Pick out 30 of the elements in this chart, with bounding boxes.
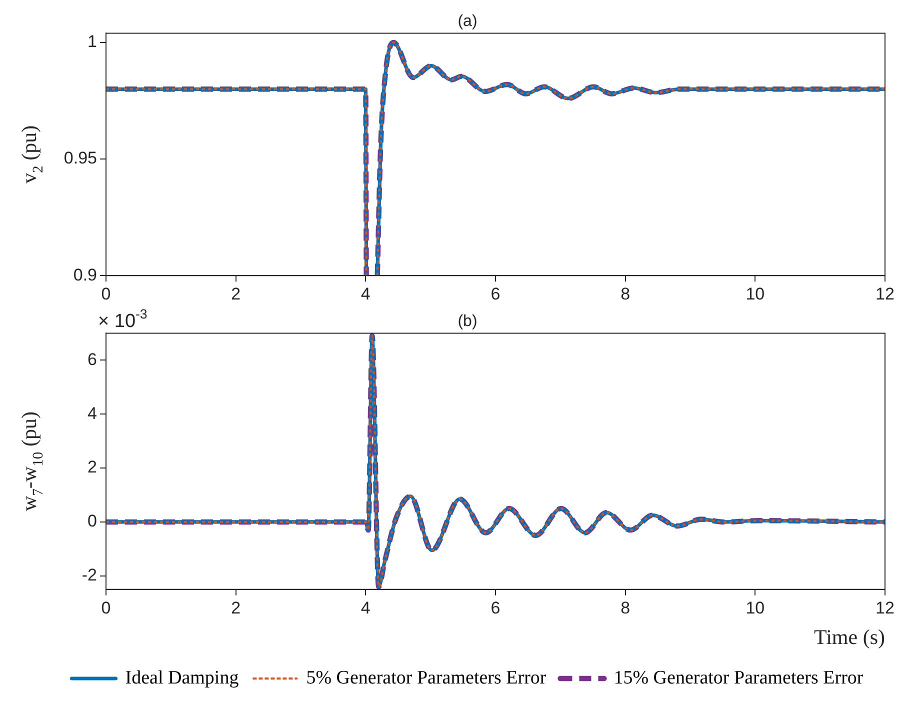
y-tick-label: 0 [88, 512, 97, 531]
x-tick-label: 12 [876, 598, 894, 618]
legend-label: Ideal Damping [125, 667, 240, 688]
y-tick-label: 2 [88, 458, 97, 477]
x-tick-label: 4 [360, 598, 370, 618]
chart-title: (a) [458, 13, 478, 30]
x-tick-label: 2 [231, 284, 241, 304]
x-tick-label: 10 [746, 284, 765, 304]
legend-label: 15% Generator Parameters Error [614, 667, 864, 688]
x-tick-label: 8 [620, 598, 630, 618]
x-tick-label: 6 [490, 284, 500, 304]
x-tick-label: 10 [746, 598, 765, 618]
y-axis-title: v2 (pu) [17, 125, 46, 184]
legend-label: 5% Generator Parameters Error [306, 667, 547, 688]
y-tick-label: 6 [88, 350, 97, 369]
y-axis-title: w7-w10 (pu) [17, 411, 46, 512]
y-tick-label: 0.9 [73, 265, 97, 284]
x-tick-label: 6 [490, 598, 500, 618]
x-tick-label: 4 [360, 284, 370, 304]
x-tick-label: 12 [876, 284, 894, 304]
x-tick-label: 0 [101, 598, 111, 618]
y-tick-label: 0.95 [64, 148, 97, 168]
x-tick-label: 2 [231, 598, 241, 618]
x-tick-label: 0 [101, 284, 111, 304]
y-tick-label: 4 [88, 404, 97, 423]
x-tick-label: 8 [620, 284, 630, 304]
y-tick-label: -2 [82, 566, 97, 585]
chart-title: (b) [458, 313, 478, 330]
x-axis-title: Time (s) [814, 624, 885, 649]
y-tick-label: 1 [88, 32, 97, 52]
